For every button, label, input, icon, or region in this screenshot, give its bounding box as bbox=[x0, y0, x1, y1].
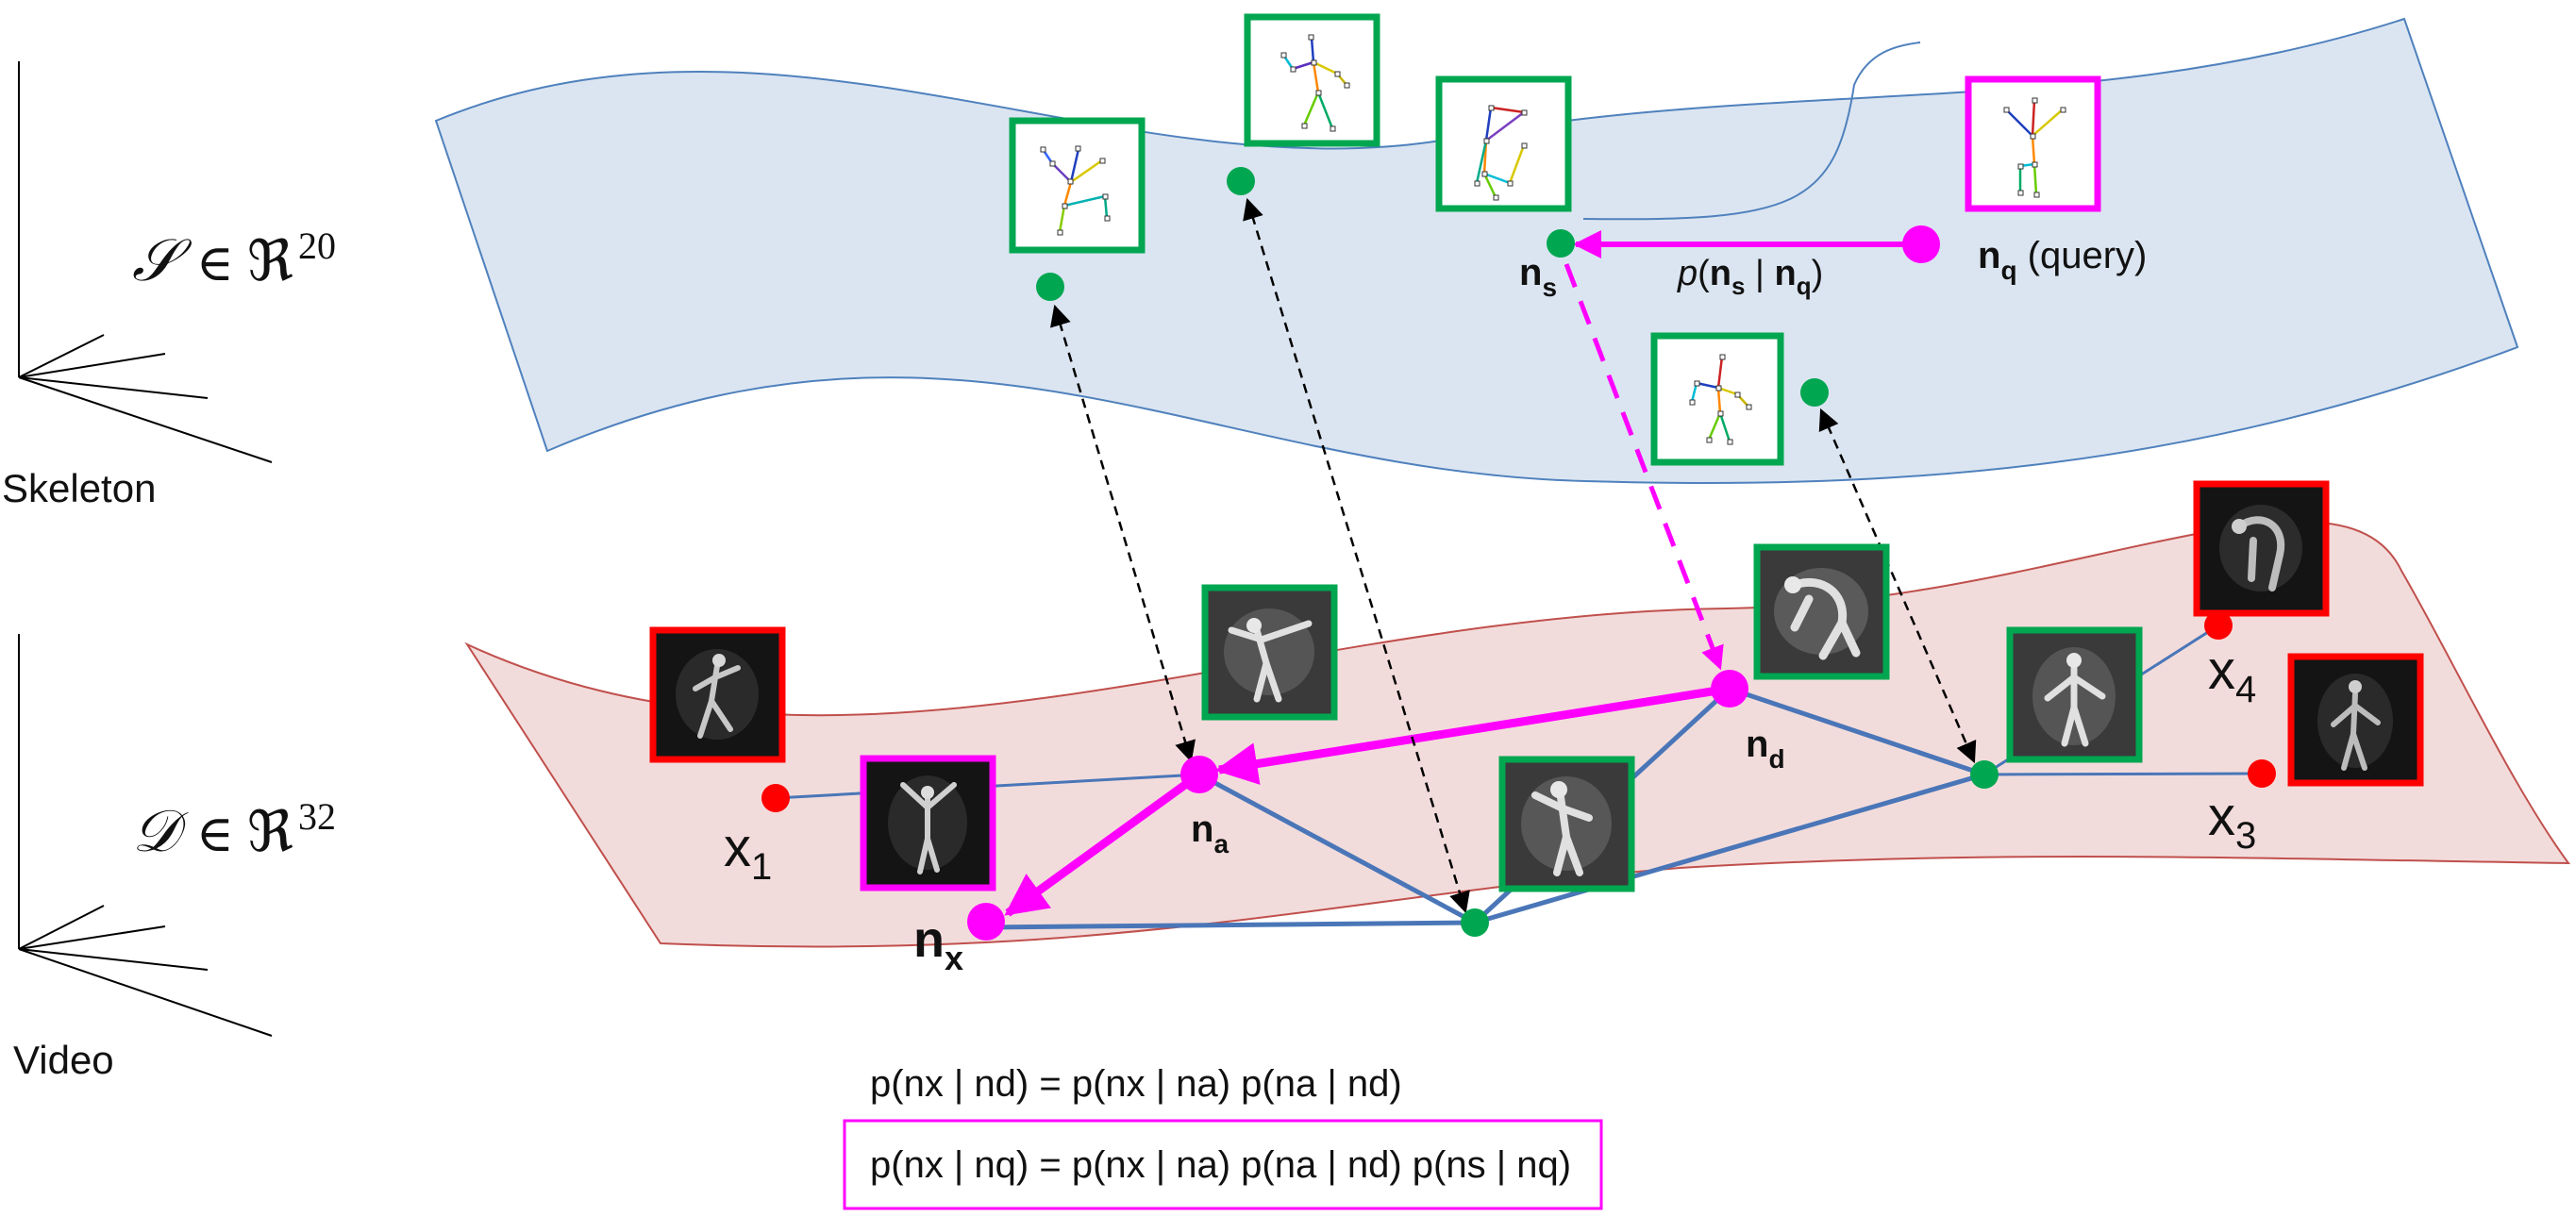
label-x1: x1 bbox=[724, 817, 772, 888]
video-frame-nb bbox=[1498, 756, 1635, 892]
label-na: na bbox=[1191, 808, 1229, 858]
node-x4 bbox=[2204, 611, 2233, 640]
node-skeleton-2 bbox=[1227, 167, 1255, 195]
video-space-dim: 32 bbox=[298, 795, 336, 838]
video-axes bbox=[18, 634, 273, 1037]
skeleton-thumbnail-4 bbox=[1650, 332, 1784, 466]
skeleton-axes bbox=[18, 61, 273, 463]
equation-path-probability: p(nx | nd) = p(nx | na) p(na | nd) bbox=[870, 1063, 1402, 1105]
equation-box bbox=[843, 1119, 1603, 1210]
skeleton-curve bbox=[1582, 42, 1921, 221]
video-frame-nd bbox=[1753, 543, 1890, 680]
label-edge-ns-nq: p(ns | nq) bbox=[1677, 254, 1823, 300]
video-frame-nc bbox=[2006, 626, 2143, 763]
label-nq: nq (query) bbox=[1978, 235, 2147, 285]
skeleton-space-dim: 20 bbox=[298, 225, 336, 267]
video-frame-nx bbox=[860, 755, 996, 891]
video-frame-x1 bbox=[649, 626, 786, 763]
node-skeleton-4 bbox=[1800, 378, 1829, 407]
video-space-math: 𝒟 ∈ ℜ 32 bbox=[132, 795, 336, 864]
video-space-reals: ℜ bbox=[247, 801, 293, 863]
node-ns bbox=[1547, 229, 1575, 258]
skeleton-space-math: 𝒮 ∈ ℜ 20 bbox=[132, 225, 336, 293]
video-frame-x4 bbox=[2193, 480, 2330, 617]
label-x4: x4 bbox=[2208, 640, 2256, 710]
node-x1 bbox=[761, 784, 790, 812]
node-nq bbox=[1902, 225, 1940, 263]
node-nc bbox=[1970, 760, 1999, 789]
node-x3 bbox=[2248, 759, 2276, 788]
node-nx bbox=[967, 903, 1005, 941]
skeleton-thumbnail-3 bbox=[1435, 75, 1572, 212]
label-nd: nd bbox=[1746, 724, 1785, 774]
skeleton-space-symbol: 𝒮 bbox=[132, 229, 192, 293]
video-frame-na bbox=[1201, 584, 1338, 721]
skeleton-thumbnail-2 bbox=[1244, 13, 1380, 147]
video-space-symbol: 𝒟 bbox=[132, 800, 189, 864]
skeleton-space-in: ∈ bbox=[196, 235, 234, 292]
skeleton-thumbnail-1 bbox=[1009, 117, 1146, 254]
graph-nodes bbox=[761, 167, 2276, 941]
video-frame-x3 bbox=[2287, 653, 2424, 787]
label-x3: x3 bbox=[2208, 786, 2256, 857]
label-nx: nx bbox=[913, 911, 963, 977]
node-na bbox=[1180, 756, 1218, 793]
correspondence-arrows bbox=[1050, 197, 1977, 914]
node-skeleton-1 bbox=[1036, 273, 1064, 301]
node-nb bbox=[1461, 908, 1489, 937]
node-nd bbox=[1711, 670, 1748, 708]
query-skeleton-thumbnail bbox=[1965, 75, 2101, 212]
skeleton-space-reals: ℜ bbox=[247, 230, 293, 292]
skeleton-axis-label: Skeleton bbox=[2, 466, 156, 510]
video-axis-label: Video bbox=[13, 1038, 114, 1082]
video-space-in: ∈ bbox=[196, 806, 234, 862]
label-ns: ns bbox=[1519, 252, 1557, 302]
equation-query-probability: p(nx | nq) = p(nx | na) p(na | nd) p(ns … bbox=[870, 1144, 1571, 1186]
